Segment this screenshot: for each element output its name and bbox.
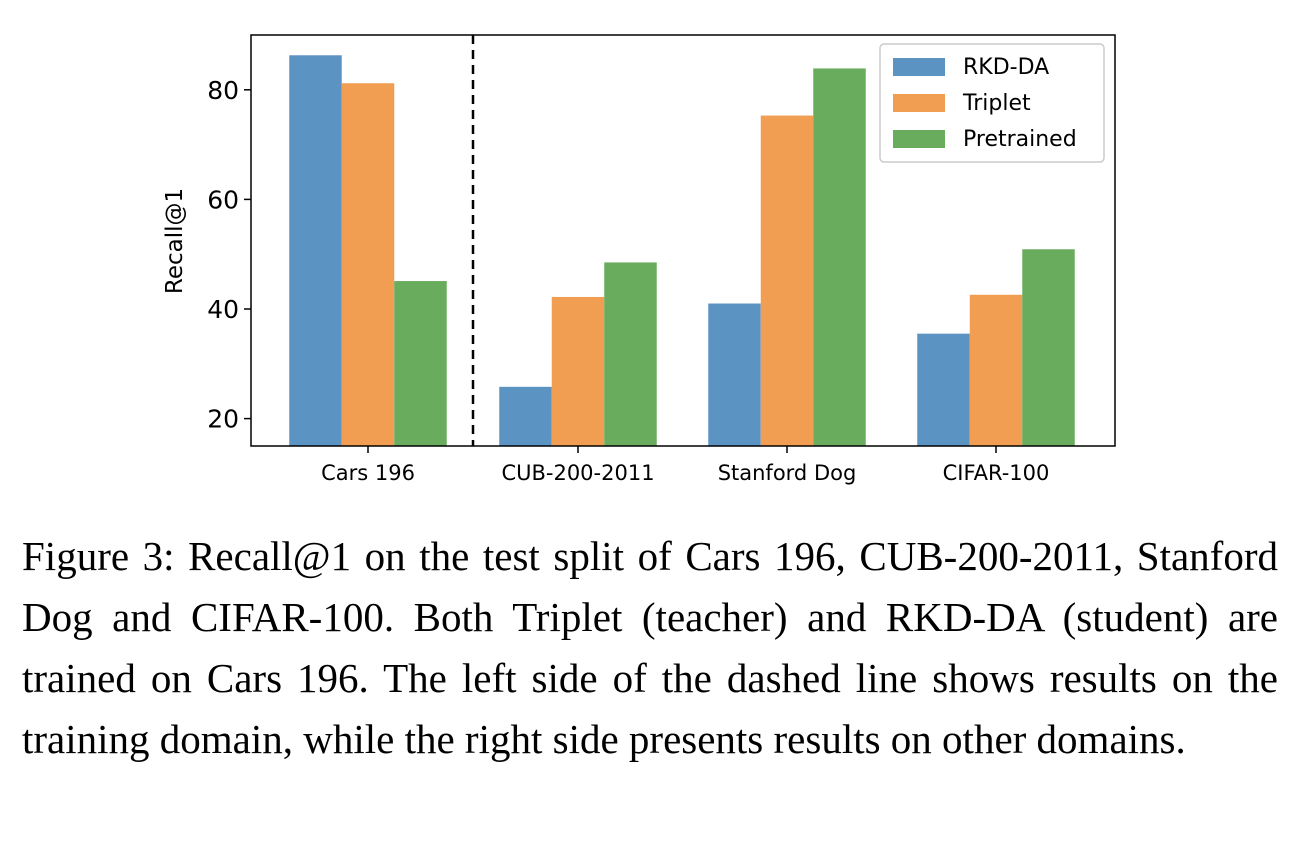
bar-triplet-3 [969, 294, 1023, 446]
x-tick-label: Cars 196 [321, 461, 415, 485]
bars-group [289, 55, 1075, 446]
legend-swatch-rkd-da [893, 58, 945, 76]
y-tick-label: 80 [207, 76, 239, 105]
y-axis: 20 40 60 80 [207, 76, 251, 434]
bar-rkd-da-0 [289, 55, 342, 446]
y-tick-label: 40 [207, 295, 239, 324]
bar-pretrained-3 [1022, 249, 1075, 446]
bar-triplet-0 [341, 83, 395, 446]
legend-swatch-pretrained [893, 130, 945, 148]
legend-swatch-triplet [893, 94, 945, 112]
legend: RKD-DA Triplet Pretrained [879, 43, 1105, 163]
bar-chart: 20 40 60 80 Cars 196 CUB-200-2011 Stanford Do… [162, 34, 1116, 485]
legend-label: Pretrained [963, 127, 1077, 152]
plot-frame [250, 34, 1116, 447]
legend-label: RKD-DA [963, 55, 1049, 80]
y-tick-label: 20 [207, 405, 239, 434]
x-tick-label: CIFAR-100 [943, 461, 1050, 485]
y-axis-label: Recall@1 [162, 188, 188, 294]
bar-triplet-2 [760, 115, 814, 446]
bar-pretrained-0 [394, 281, 447, 446]
legend-label: Triplet [962, 91, 1031, 116]
bar-rkd-da-1 [499, 386, 552, 446]
x-axis: Cars 196 CUB-200-2011 Stanford Dog CIFAR-10… [321, 446, 1049, 485]
x-tick-label: Stanford Dog [718, 461, 857, 485]
bar-rkd-da-3 [917, 333, 970, 446]
bar-pretrained-2 [813, 68, 866, 446]
bar-pretrained-1 [604, 262, 657, 446]
figure-caption: Figure 3: Recall@1 on the test split of … [22, 533, 1278, 762]
y-tick-label: 60 [207, 185, 239, 214]
bar-triplet-1 [551, 296, 605, 446]
bar-rkd-da-2 [708, 303, 761, 446]
x-tick-label: CUB-200-2011 [501, 461, 654, 485]
